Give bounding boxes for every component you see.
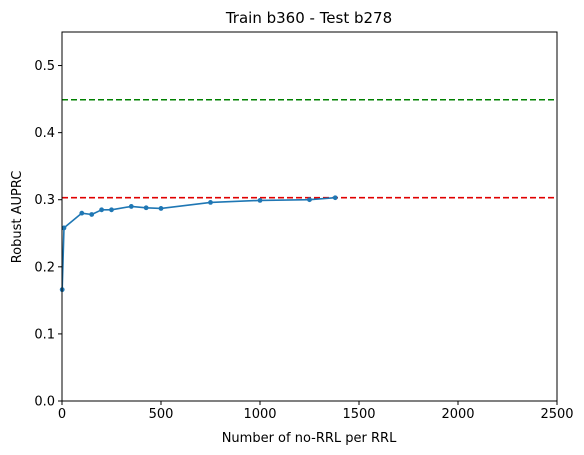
data-point-0-1 <box>61 225 67 231</box>
data-point-0-6 <box>128 204 134 209</box>
x-axis-label: Number of no-RRL per RRL <box>222 431 397 446</box>
x-tick-label-2: 1000 <box>243 407 276 422</box>
y-axis-label: Robust AUPRC <box>10 171 25 264</box>
chart-title: Train b360 - Test b278 <box>225 9 392 27</box>
data-point-0-7 <box>143 205 149 211</box>
y-tick-label-2: 0.2 <box>34 260 55 275</box>
data-point-0-9 <box>208 200 213 205</box>
y-tick-label-1: 0.1 <box>34 327 55 342</box>
data-point-0-3 <box>89 212 95 217</box>
data-point-0-2 <box>79 210 85 216</box>
data-point-0-10 <box>257 197 263 203</box>
data-point-0-8 <box>158 206 164 211</box>
plot-frame <box>61 31 558 402</box>
y-tick-label-3: 0.3 <box>34 193 55 208</box>
y-tick-label-4: 0.4 <box>34 126 55 141</box>
y-tick-label-5: 0.5 <box>34 59 55 74</box>
x-tick-label-1: 500 <box>149 407 174 422</box>
x-tick-label-3: 1500 <box>342 407 375 422</box>
data-point-0-5 <box>109 207 114 213</box>
data-point-0-12 <box>332 195 338 201</box>
plot-area: 0 500 1000 1500 2000 2500 0.0 0.1 0.2 0.3 0.4 0.5 <box>34 31 574 422</box>
data-point-0-4 <box>99 207 104 213</box>
x-tick-label-4: 2000 <box>441 407 474 422</box>
data-point-0-11 <box>307 197 312 203</box>
x-tick-label-0: 0 <box>58 407 66 422</box>
y-tick-label-0: 0.0 <box>34 395 55 410</box>
x-tick-label-5: 2500 <box>540 407 573 422</box>
